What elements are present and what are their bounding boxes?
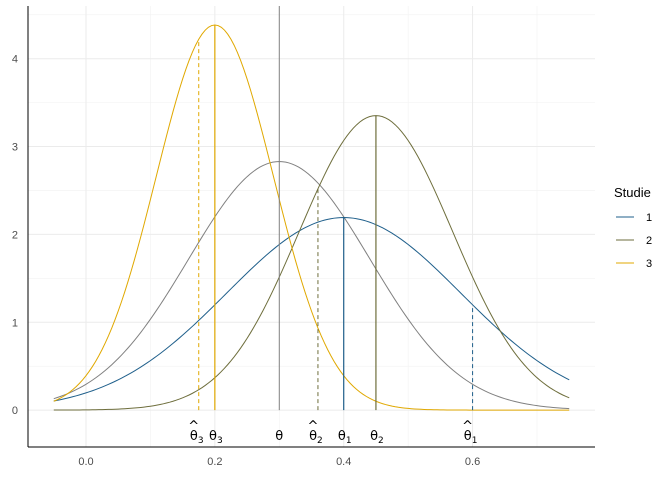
theta-hat-accent: ^ — [188, 419, 199, 434]
curves — [53, 24, 570, 411]
legend-label-studie-3: 3 — [646, 258, 652, 270]
x-tick-label: 0.0 — [78, 456, 93, 468]
density-curve-studie-3 — [53, 24, 570, 411]
annotation-pooled-theta: θ — [275, 429, 283, 444]
y-tick-label: 4 — [12, 54, 18, 66]
annotation-theta-hat-1: θ1 — [464, 429, 478, 446]
pooled-density-curve — [53, 161, 570, 410]
tick-labels: 0.0 0.2 0.4 0.6 0 1 2 3 4 — [12, 54, 480, 468]
y-tick-label: 0 — [12, 405, 18, 417]
density-curve-studie-1 — [53, 217, 570, 402]
y-tick-label: 1 — [12, 317, 18, 329]
annotation-theta-3: θ3 — [209, 429, 223, 446]
marker-lines — [198, 6, 474, 411]
grid — [28, 6, 595, 447]
annotation-theta-1: θ1 — [338, 429, 352, 446]
legend-label-studie-1: 1 — [646, 212, 652, 224]
axes — [27, 6, 595, 448]
theta-hat-accent: ^ — [307, 419, 318, 434]
theta-hat-accent: ^ — [462, 419, 473, 434]
annotation-theta-hat-2: θ2 — [309, 429, 323, 446]
x-tick-label: 0.2 — [207, 456, 222, 468]
x-tick-label: 0.6 — [465, 456, 480, 468]
density-curve-studie-2 — [53, 115, 570, 411]
y-tick-label: 2 — [12, 229, 18, 241]
legend: Studie 1 2 3 — [614, 185, 652, 270]
annotation-theta-2: θ2 — [370, 429, 384, 446]
y-tick-label: 3 — [12, 142, 18, 154]
legend-title: Studie — [614, 185, 651, 200]
legend-label-studie-2: 2 — [646, 235, 652, 247]
x-tick-label: 0.4 — [336, 456, 351, 468]
annotation-theta-hat-3: θ3 — [190, 429, 204, 446]
